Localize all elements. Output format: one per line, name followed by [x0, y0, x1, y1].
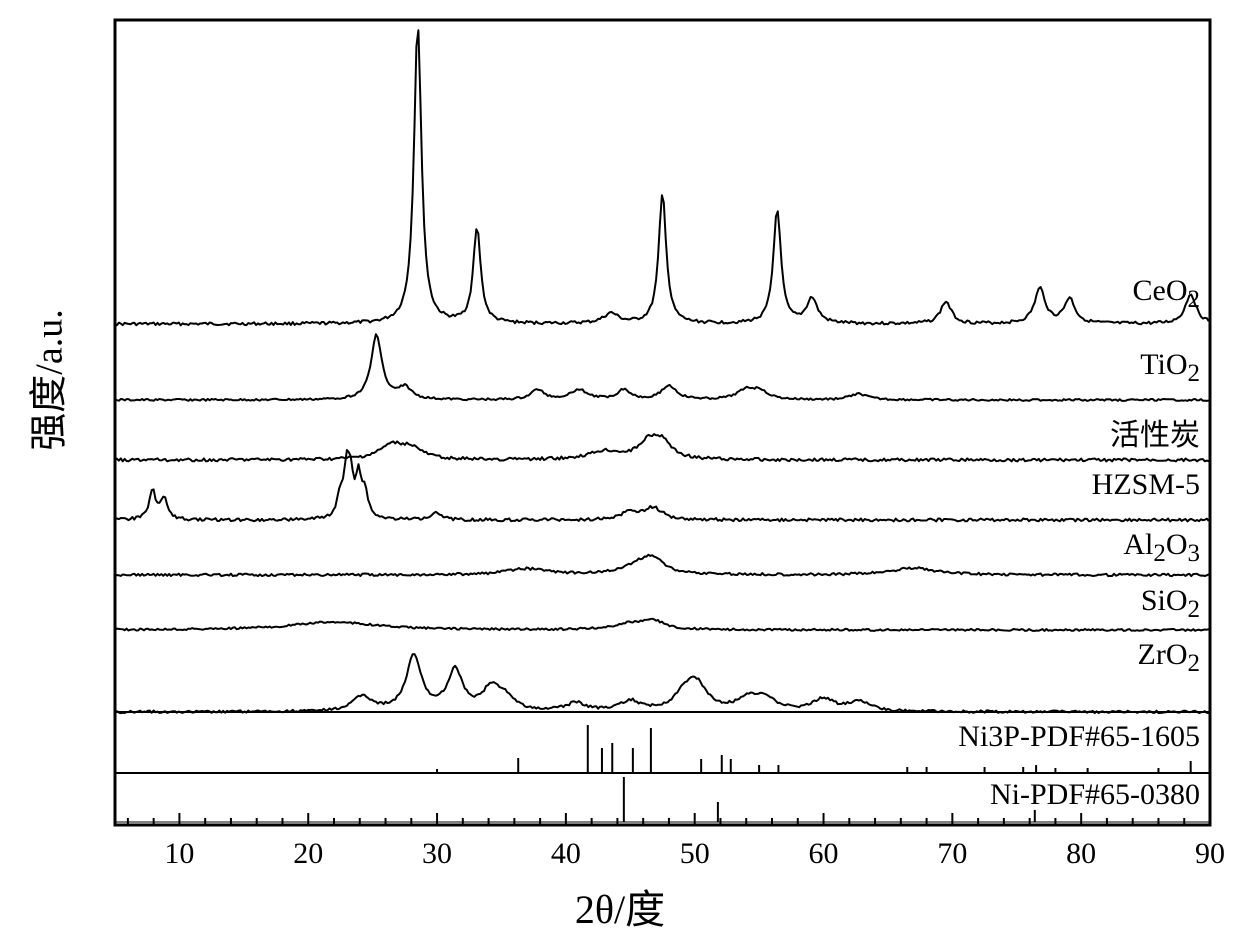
series-label-SiO2: SiO2 [1141, 584, 1200, 624]
x-tick-label: 70 [937, 837, 967, 871]
series-label-Ni-ref: Ni-PDF#65-0380 [990, 778, 1200, 812]
x-tick-label: 30 [422, 837, 452, 871]
x-tick-label: 80 [1066, 837, 1096, 871]
x-tick-label: 60 [809, 837, 839, 871]
x-tick-label: 90 [1195, 837, 1225, 871]
series-label-Al2O3: Al2O3 [1123, 528, 1200, 568]
y-axis-label: 强度/a.u. [18, 309, 73, 450]
x-tick-label: 50 [680, 837, 710, 871]
x-tick-label: 10 [164, 837, 194, 871]
x-axis-label: 2θ/度 [575, 877, 665, 921]
series-label-CeO2: CeO2 [1133, 274, 1201, 314]
series-label-Activated-Carbon: 活性炭 [1110, 410, 1200, 454]
series-label-ZrO2: ZrO2 [1138, 638, 1200, 678]
series-label-HZSM-5: HZSM-5 [1092, 468, 1200, 502]
x-tick-label: 20 [293, 837, 323, 871]
series-label-TiO2: TiO2 [1140, 348, 1200, 388]
x-tick-label: 40 [551, 837, 581, 871]
series-label-Ni3P-ref: Ni3P-PDF#65-1605 [958, 720, 1200, 754]
